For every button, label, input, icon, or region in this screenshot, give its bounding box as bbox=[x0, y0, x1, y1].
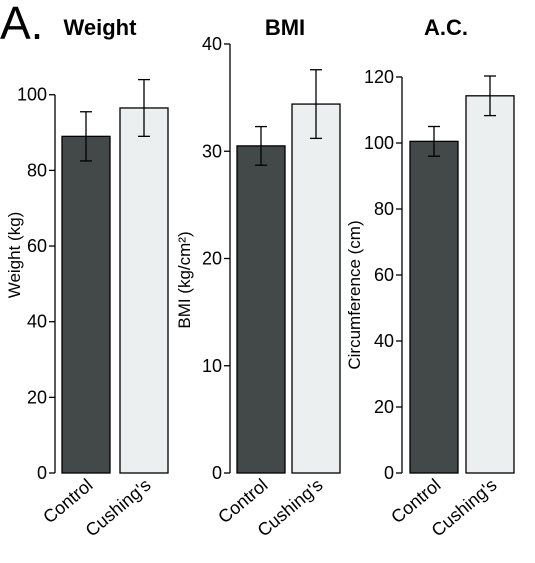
chart-1-bar-2 bbox=[119, 107, 169, 474]
chart-2-ylabel: BMI (kg/cm²) bbox=[175, 231, 194, 328]
panel-label: A. bbox=[0, 0, 44, 49]
chart-3-ytick-label-4: 80 bbox=[374, 199, 394, 219]
chart-2-title: BMI bbox=[265, 15, 305, 40]
chart-3-ytick-label-3: 60 bbox=[374, 265, 394, 285]
chart-3-bar-1 bbox=[409, 140, 459, 474]
chart-1-ytick-label-2: 40 bbox=[27, 312, 47, 332]
chart-2-bar-2 bbox=[291, 103, 341, 474]
chart-1-ylabel: Weight (kg) bbox=[5, 212, 24, 299]
chart-1-ytick-label-0: 0 bbox=[37, 463, 47, 483]
chart-3-ylabel: Circumference (cm) bbox=[345, 220, 364, 369]
chart-1-category-label-2: Cushing's bbox=[82, 475, 155, 541]
chart-2-bar-1 bbox=[236, 145, 286, 474]
chart-2-ytick-label-0: 0 bbox=[212, 463, 222, 483]
chart-3-bar-2 bbox=[465, 95, 515, 474]
chart-3-ytick-label-1: 20 bbox=[374, 397, 394, 417]
chart-2-ytick-label-3: 30 bbox=[202, 141, 222, 161]
chart-3-ytick-label-0: 0 bbox=[384, 463, 394, 483]
chart-3-ytick-label-2: 40 bbox=[374, 331, 394, 351]
chart-2-ytick-label-4: 40 bbox=[202, 34, 222, 54]
chart-3-title: A.C. bbox=[424, 15, 468, 40]
chart-3-ytick-label-6: 120 bbox=[364, 67, 394, 87]
chart-2-ytick-label-2: 20 bbox=[202, 249, 222, 269]
chart-1-ytick-label-5: 100 bbox=[17, 85, 47, 105]
chart-3-ytick-label-5: 100 bbox=[364, 133, 394, 153]
chart-1-ytick-label-3: 60 bbox=[27, 236, 47, 256]
chart-1-title: Weight bbox=[64, 15, 138, 40]
chart-2-ytick-label-1: 10 bbox=[202, 356, 222, 376]
chart-1-ytick-label-4: 80 bbox=[27, 160, 47, 180]
chart-1-bar-1 bbox=[61, 135, 111, 474]
chart-1-ytick-label-1: 20 bbox=[27, 387, 47, 407]
